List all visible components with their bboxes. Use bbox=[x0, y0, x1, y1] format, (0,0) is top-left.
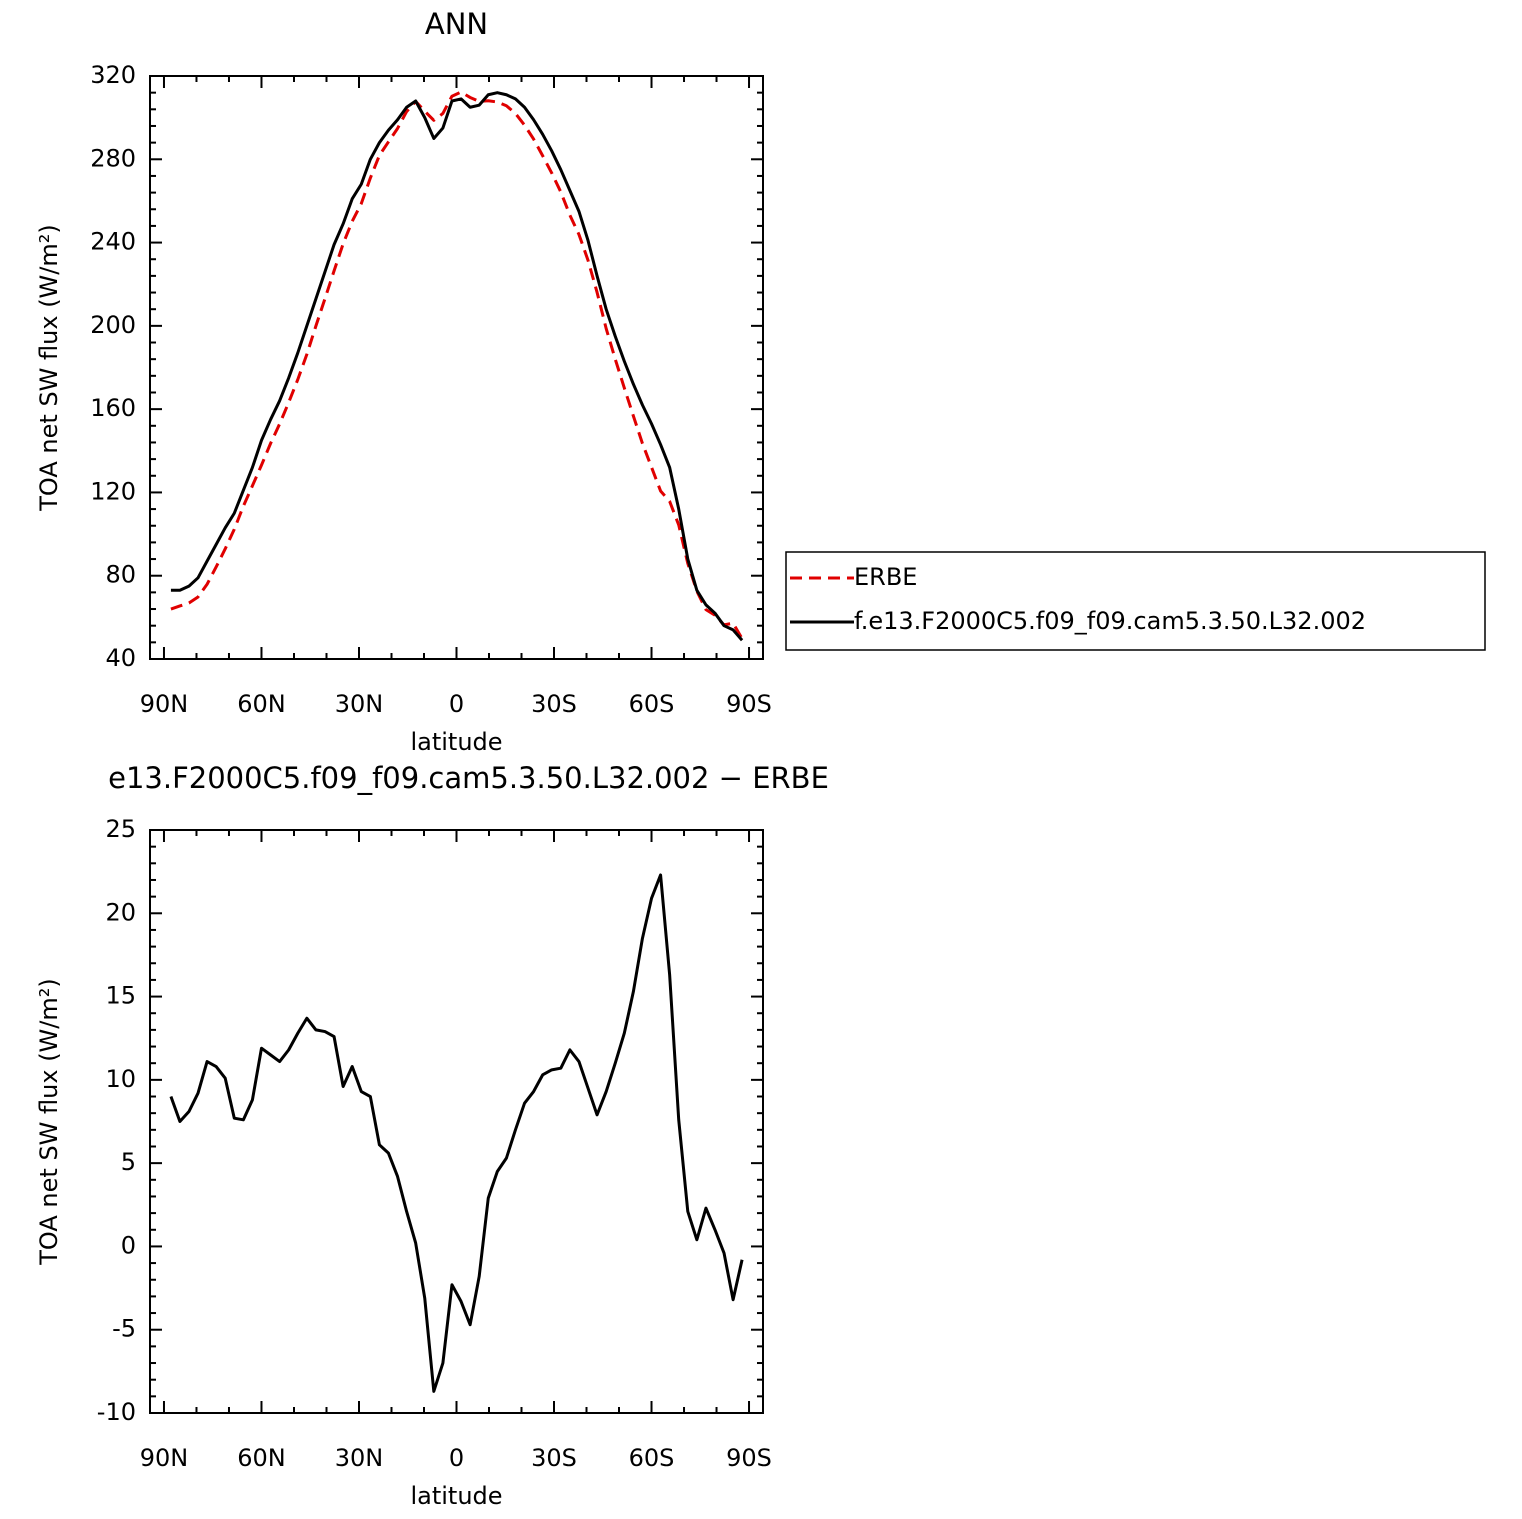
chart-title: ANN bbox=[425, 7, 488, 41]
legend-label: ERBE bbox=[854, 563, 917, 591]
data-line bbox=[169, 873, 744, 1393]
legend: ERBE f.e13.F2000C5.f09_f09.cam5.3.50.L32.… bbox=[785, 551, 1486, 651]
x-tick-label: 60N bbox=[237, 690, 286, 718]
data-line bbox=[170, 91, 744, 642]
legend-box bbox=[785, 551, 1486, 651]
x-tick-label: 30S bbox=[531, 1444, 577, 1472]
y-tick-label: 15 bbox=[105, 982, 136, 1010]
y-tick-label: 5 bbox=[121, 1148, 136, 1176]
legend-label: f.e13.F2000C5.f09_f09.cam5.3.50.L32.002 bbox=[854, 607, 1366, 635]
y-axis-label: TOA net SW flux (W/m²) bbox=[35, 978, 63, 1266]
y-tick-label: -10 bbox=[97, 1398, 136, 1426]
x-tick-label: 30N bbox=[335, 1444, 384, 1472]
y-tick-label: 280 bbox=[90, 144, 136, 172]
x-tick-label: 30S bbox=[531, 690, 577, 718]
y-tick-label: 160 bbox=[90, 394, 136, 422]
y-axis-label: TOA net SW flux (W/m²) bbox=[35, 224, 63, 512]
y-tick-label: 40 bbox=[105, 644, 136, 672]
y-tick-label: 200 bbox=[90, 311, 136, 339]
x-tick-label: 60N bbox=[237, 1444, 286, 1472]
y-tick-label: 240 bbox=[90, 228, 136, 256]
y-tick-label: -5 bbox=[112, 1315, 136, 1343]
x-tick-label: 90N bbox=[140, 690, 189, 718]
x-tick-label: 0 bbox=[449, 690, 464, 718]
data-line bbox=[170, 90, 744, 640]
y-tick-label: 20 bbox=[105, 898, 136, 926]
x-tick-label: 90S bbox=[726, 1444, 772, 1472]
y-tick-label: 0 bbox=[121, 1231, 136, 1259]
x-tick-label: 90N bbox=[140, 1444, 189, 1472]
x-tick-label: 0 bbox=[449, 1444, 464, 1472]
y-tick-label: 320 bbox=[90, 61, 136, 89]
x-tick-label: 60S bbox=[629, 1444, 675, 1472]
x-tick-label: 90S bbox=[726, 690, 772, 718]
panel: e13.F2000C5.f09_f09.cam5.3.50.L32.002 − … bbox=[35, 761, 829, 1510]
panel: ANN latitude TOA net SW flux (W/m²) 90N 60N 3… bbox=[35, 7, 772, 756]
x-axis-label: latitude bbox=[410, 728, 502, 756]
chart-title: e13.F2000C5.f09_f09.cam5.3.50.L32.002 − … bbox=[108, 761, 829, 795]
y-tick-label: 25 bbox=[105, 815, 136, 843]
y-tick-label: 120 bbox=[90, 477, 136, 505]
y-tick-label: 80 bbox=[105, 561, 136, 589]
x-tick-label: 60S bbox=[629, 690, 675, 718]
plot-frame bbox=[149, 75, 764, 660]
x-tick-label: 30N bbox=[335, 690, 384, 718]
plot-frame bbox=[149, 829, 764, 1414]
y-tick-label: 10 bbox=[105, 1065, 136, 1093]
x-axis-label: latitude bbox=[410, 1482, 502, 1510]
